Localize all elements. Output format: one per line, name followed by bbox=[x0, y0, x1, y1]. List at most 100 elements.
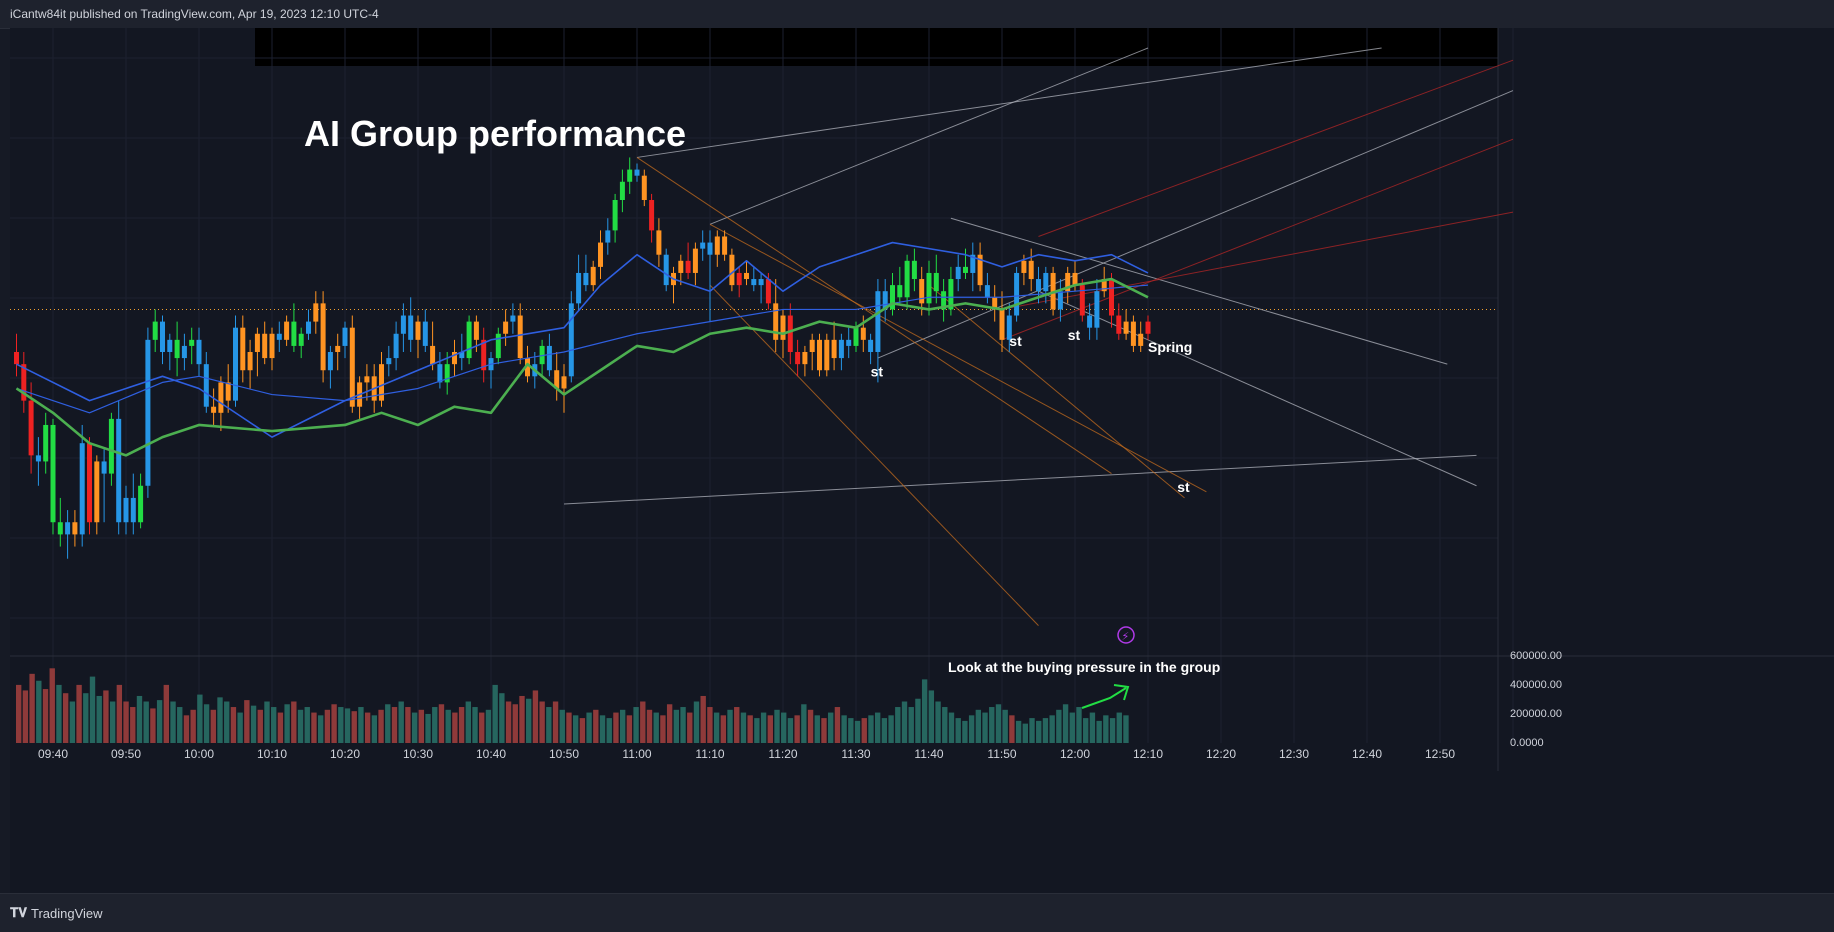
candlestick-chart[interactable]: AI Group performance st st st Spring st ⚡ 60000… bbox=[10, 28, 1834, 893]
volume-bar bbox=[1083, 718, 1089, 743]
chart-title: AI Group performance bbox=[304, 113, 686, 154]
trend-line bbox=[950, 217, 1448, 365]
candle-body bbox=[437, 364, 443, 383]
trend-line bbox=[1001, 138, 1514, 341]
candle-body bbox=[590, 266, 596, 286]
candle-body bbox=[57, 522, 63, 535]
volume-bar bbox=[579, 718, 586, 743]
candle-body bbox=[817, 339, 822, 371]
time-axis-label: 12:50 bbox=[1425, 747, 1455, 761]
volume-bar bbox=[707, 707, 713, 743]
candle-body bbox=[116, 418, 122, 523]
candle-body bbox=[1123, 321, 1129, 334]
candle-body bbox=[335, 345, 341, 352]
volume-bar bbox=[297, 709, 304, 743]
candle-body bbox=[919, 279, 925, 304]
volume-bar bbox=[1062, 704, 1069, 743]
volume-bar bbox=[96, 695, 102, 743]
chart-frame[interactable]: AI Group performance st st st Spring st ⚡ 60000… bbox=[10, 28, 1834, 893]
time-axis-label: 11:40 bbox=[914, 747, 943, 761]
volume-bar bbox=[613, 712, 619, 743]
candle-body bbox=[422, 321, 428, 346]
tradingview-brand[interactable]: 𝐓𝐕 TradingView bbox=[10, 906, 103, 921]
vwap-line bbox=[16, 241, 1149, 438]
time-axis-label: 12:00 bbox=[1060, 747, 1090, 761]
volume-bar bbox=[666, 704, 673, 743]
volume-bar bbox=[848, 718, 854, 743]
candle-body bbox=[941, 291, 947, 310]
volume-note: Look at the buying pressure in the group bbox=[948, 659, 1220, 675]
tradingview-logo-icon: 𝐓𝐕 bbox=[10, 906, 27, 921]
volume-bar bbox=[1116, 712, 1122, 743]
volume-bar bbox=[432, 707, 438, 743]
candle-body bbox=[415, 321, 421, 340]
volume-bar bbox=[680, 707, 686, 743]
candle-body bbox=[152, 321, 158, 340]
volume-bar bbox=[224, 701, 230, 743]
candle-body bbox=[466, 321, 472, 359]
volume-bar bbox=[646, 709, 653, 743]
candle-body bbox=[473, 321, 479, 340]
volume-bar bbox=[935, 701, 941, 743]
time-axis-label: 10:30 bbox=[403, 747, 433, 761]
volume-bar bbox=[1049, 715, 1055, 743]
volume-bar bbox=[754, 718, 760, 743]
volume-bar bbox=[1022, 723, 1028, 743]
volume-bar bbox=[425, 713, 431, 743]
candle-body bbox=[605, 230, 611, 243]
candle-body bbox=[904, 260, 910, 298]
time-axis-label: 11:10 bbox=[695, 747, 724, 761]
candle-body bbox=[379, 364, 384, 401]
trend-line bbox=[709, 47, 1149, 225]
volume-bar bbox=[519, 695, 525, 743]
footer-bar: 𝐓𝐕 TradingView bbox=[0, 893, 1834, 932]
volume-bar bbox=[230, 707, 237, 743]
volume-bar bbox=[599, 715, 606, 743]
volume-bar bbox=[868, 715, 874, 743]
candle-body bbox=[167, 339, 173, 352]
volume-bar bbox=[22, 690, 29, 743]
candle-body bbox=[933, 272, 939, 292]
volume-bar bbox=[982, 712, 988, 743]
volume-bar bbox=[358, 707, 364, 743]
volume-bar bbox=[740, 712, 747, 743]
volume-bar bbox=[250, 705, 257, 743]
candle-body bbox=[1028, 260, 1034, 280]
volume-bar bbox=[854, 720, 861, 743]
volume-bar bbox=[83, 693, 89, 743]
volume-bar bbox=[391, 707, 398, 743]
volume-bar bbox=[411, 712, 418, 743]
trend-line bbox=[877, 90, 1514, 359]
volume-bar bbox=[324, 709, 331, 743]
volume-bar bbox=[713, 712, 720, 743]
candle-body bbox=[612, 200, 618, 231]
volume-bar bbox=[143, 701, 149, 743]
annotation-label: st bbox=[1068, 327, 1081, 343]
candle-body bbox=[211, 406, 217, 413]
candle-body bbox=[481, 339, 487, 371]
candle-body bbox=[28, 400, 34, 456]
volume-bar bbox=[539, 701, 545, 743]
volume-bar bbox=[16, 684, 22, 743]
volume-bar bbox=[834, 707, 841, 743]
candle-body bbox=[1109, 279, 1114, 316]
slow-ma-line bbox=[16, 284, 1149, 414]
candle-body bbox=[561, 376, 567, 389]
candle-body bbox=[977, 254, 983, 286]
volume-bar bbox=[895, 707, 901, 743]
volume-bar bbox=[814, 715, 820, 743]
candle-body bbox=[108, 418, 114, 474]
candle-body bbox=[510, 315, 516, 322]
volume-bar bbox=[76, 684, 82, 743]
candle-body bbox=[21, 364, 27, 401]
volume-bar bbox=[546, 707, 552, 743]
candle-body bbox=[298, 333, 304, 346]
buying-pressure-arrowhead bbox=[1113, 684, 1130, 701]
candle-body bbox=[787, 315, 793, 352]
time-axis-label: 10:50 bbox=[549, 747, 579, 761]
volume-bar bbox=[344, 708, 351, 743]
volume-bar bbox=[948, 712, 955, 743]
candle-body bbox=[1116, 315, 1122, 334]
candle-body bbox=[627, 169, 633, 182]
candle-body bbox=[802, 352, 808, 365]
